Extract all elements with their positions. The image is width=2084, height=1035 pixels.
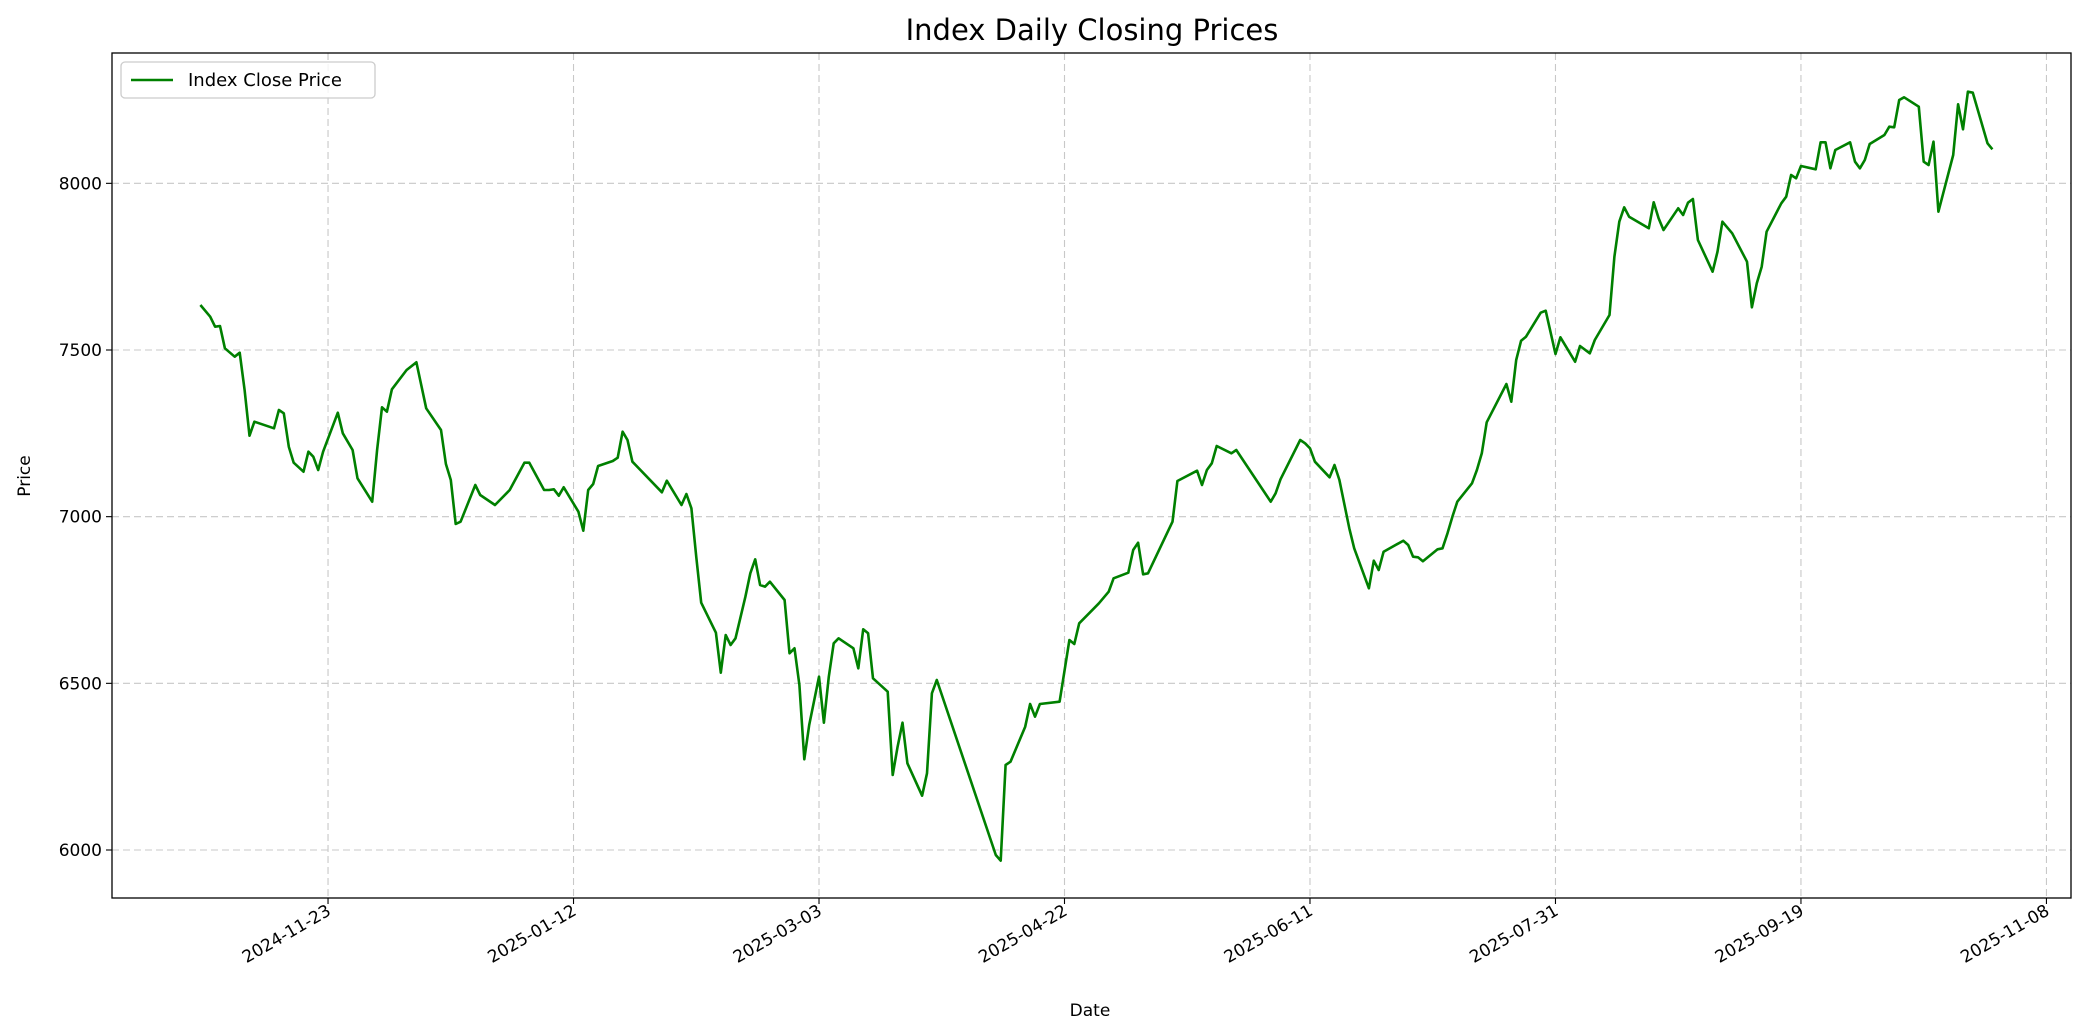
data-points [200, 92, 1992, 861]
x-tick-label: 2025-07-31 [1466, 901, 1562, 968]
y-tick-label: 8000 [59, 174, 102, 194]
y-tick-label: 7000 [59, 508, 102, 528]
legend-label: Index Close Price [188, 70, 342, 91]
y-tick-label: 7500 [59, 341, 102, 361]
x-tick-label: 2025-11-08 [1957, 901, 2053, 968]
x-axis-label: Date [1070, 1001, 1111, 1021]
x-tick-label: 2025-04-22 [975, 901, 1071, 968]
x-tick-label: 2024-11-23 [239, 901, 335, 968]
x-tick-label: 2025-03-03 [730, 901, 826, 968]
legend: Index Close Price [120, 61, 376, 99]
x-tick-label: 2025-01-12 [484, 901, 580, 968]
y-tick-label: 6000 [59, 841, 102, 861]
chart-title: Index Daily Closing Prices [906, 13, 1279, 47]
x-tick-label: 2025-06-11 [1221, 901, 1317, 968]
legend-box [120, 61, 376, 99]
plot-frame [111, 52, 2072, 899]
x-tick-label: 2025-09-19 [1712, 901, 1808, 968]
y-tick-label: 6500 [59, 674, 102, 694]
grid [112, 53, 2071, 898]
series-line-index-close-price [199, 90, 1994, 862]
y-axis-label: Price [15, 455, 35, 496]
